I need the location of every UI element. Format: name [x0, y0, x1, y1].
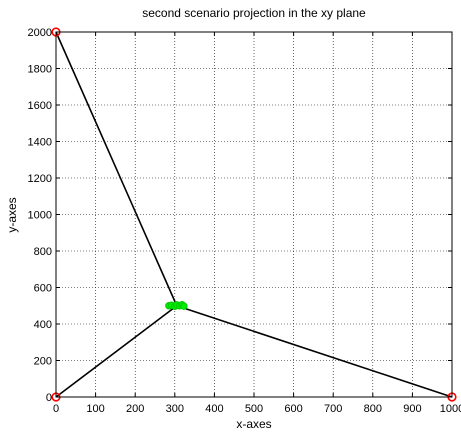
y-tick-label: 400 [34, 319, 52, 331]
y-tick-label: 600 [34, 283, 52, 295]
y-axis-label: y-axes [5, 197, 19, 232]
x-tick-label: 700 [324, 403, 342, 415]
x-tick-label: 600 [284, 403, 302, 415]
y-tick-label: 1600 [28, 100, 52, 112]
x-tick-label: 800 [364, 403, 382, 415]
y-tick-label: 1800 [28, 64, 52, 76]
connecting-line [176, 304, 453, 398]
y-tick-label: 2000 [28, 27, 52, 39]
connecting-line [55, 305, 178, 398]
center-cluster [165, 300, 188, 310]
x-tick-label: 200 [126, 403, 144, 415]
x-axis-label: x-axes [236, 417, 271, 431]
x-tick-label: 400 [205, 403, 223, 415]
y-tick-label: 1200 [28, 173, 52, 185]
x-tick-labels: 0 100 200 300 400 500 600 700 800 900 1000 [53, 32, 461, 415]
y-tick-label: 1400 [28, 137, 52, 149]
x-tick-label: 900 [403, 403, 421, 415]
x-tick-label: 1000 [440, 403, 461, 415]
cluster-point [180, 302, 188, 310]
y-tick-label: 1000 [28, 210, 52, 222]
y-tick-label: 800 [34, 246, 52, 258]
x-tick-label: 300 [166, 403, 184, 415]
grid [55, 31, 453, 398]
connecting-lines [55, 31, 453, 398]
x-tick-label: 500 [245, 403, 263, 415]
chart-title: second scenario projection in the xy pla… [142, 6, 366, 20]
y-tick-label: 200 [34, 356, 52, 368]
connecting-line [55, 31, 178, 307]
y-tick-labels: 0 200 400 600 800 1000 1200 1400 1600 1800 2000 [28, 27, 452, 404]
x-tick-label: 0 [53, 403, 59, 415]
y-tick-label: 0 [46, 392, 52, 404]
x-tick-label: 100 [86, 403, 104, 415]
